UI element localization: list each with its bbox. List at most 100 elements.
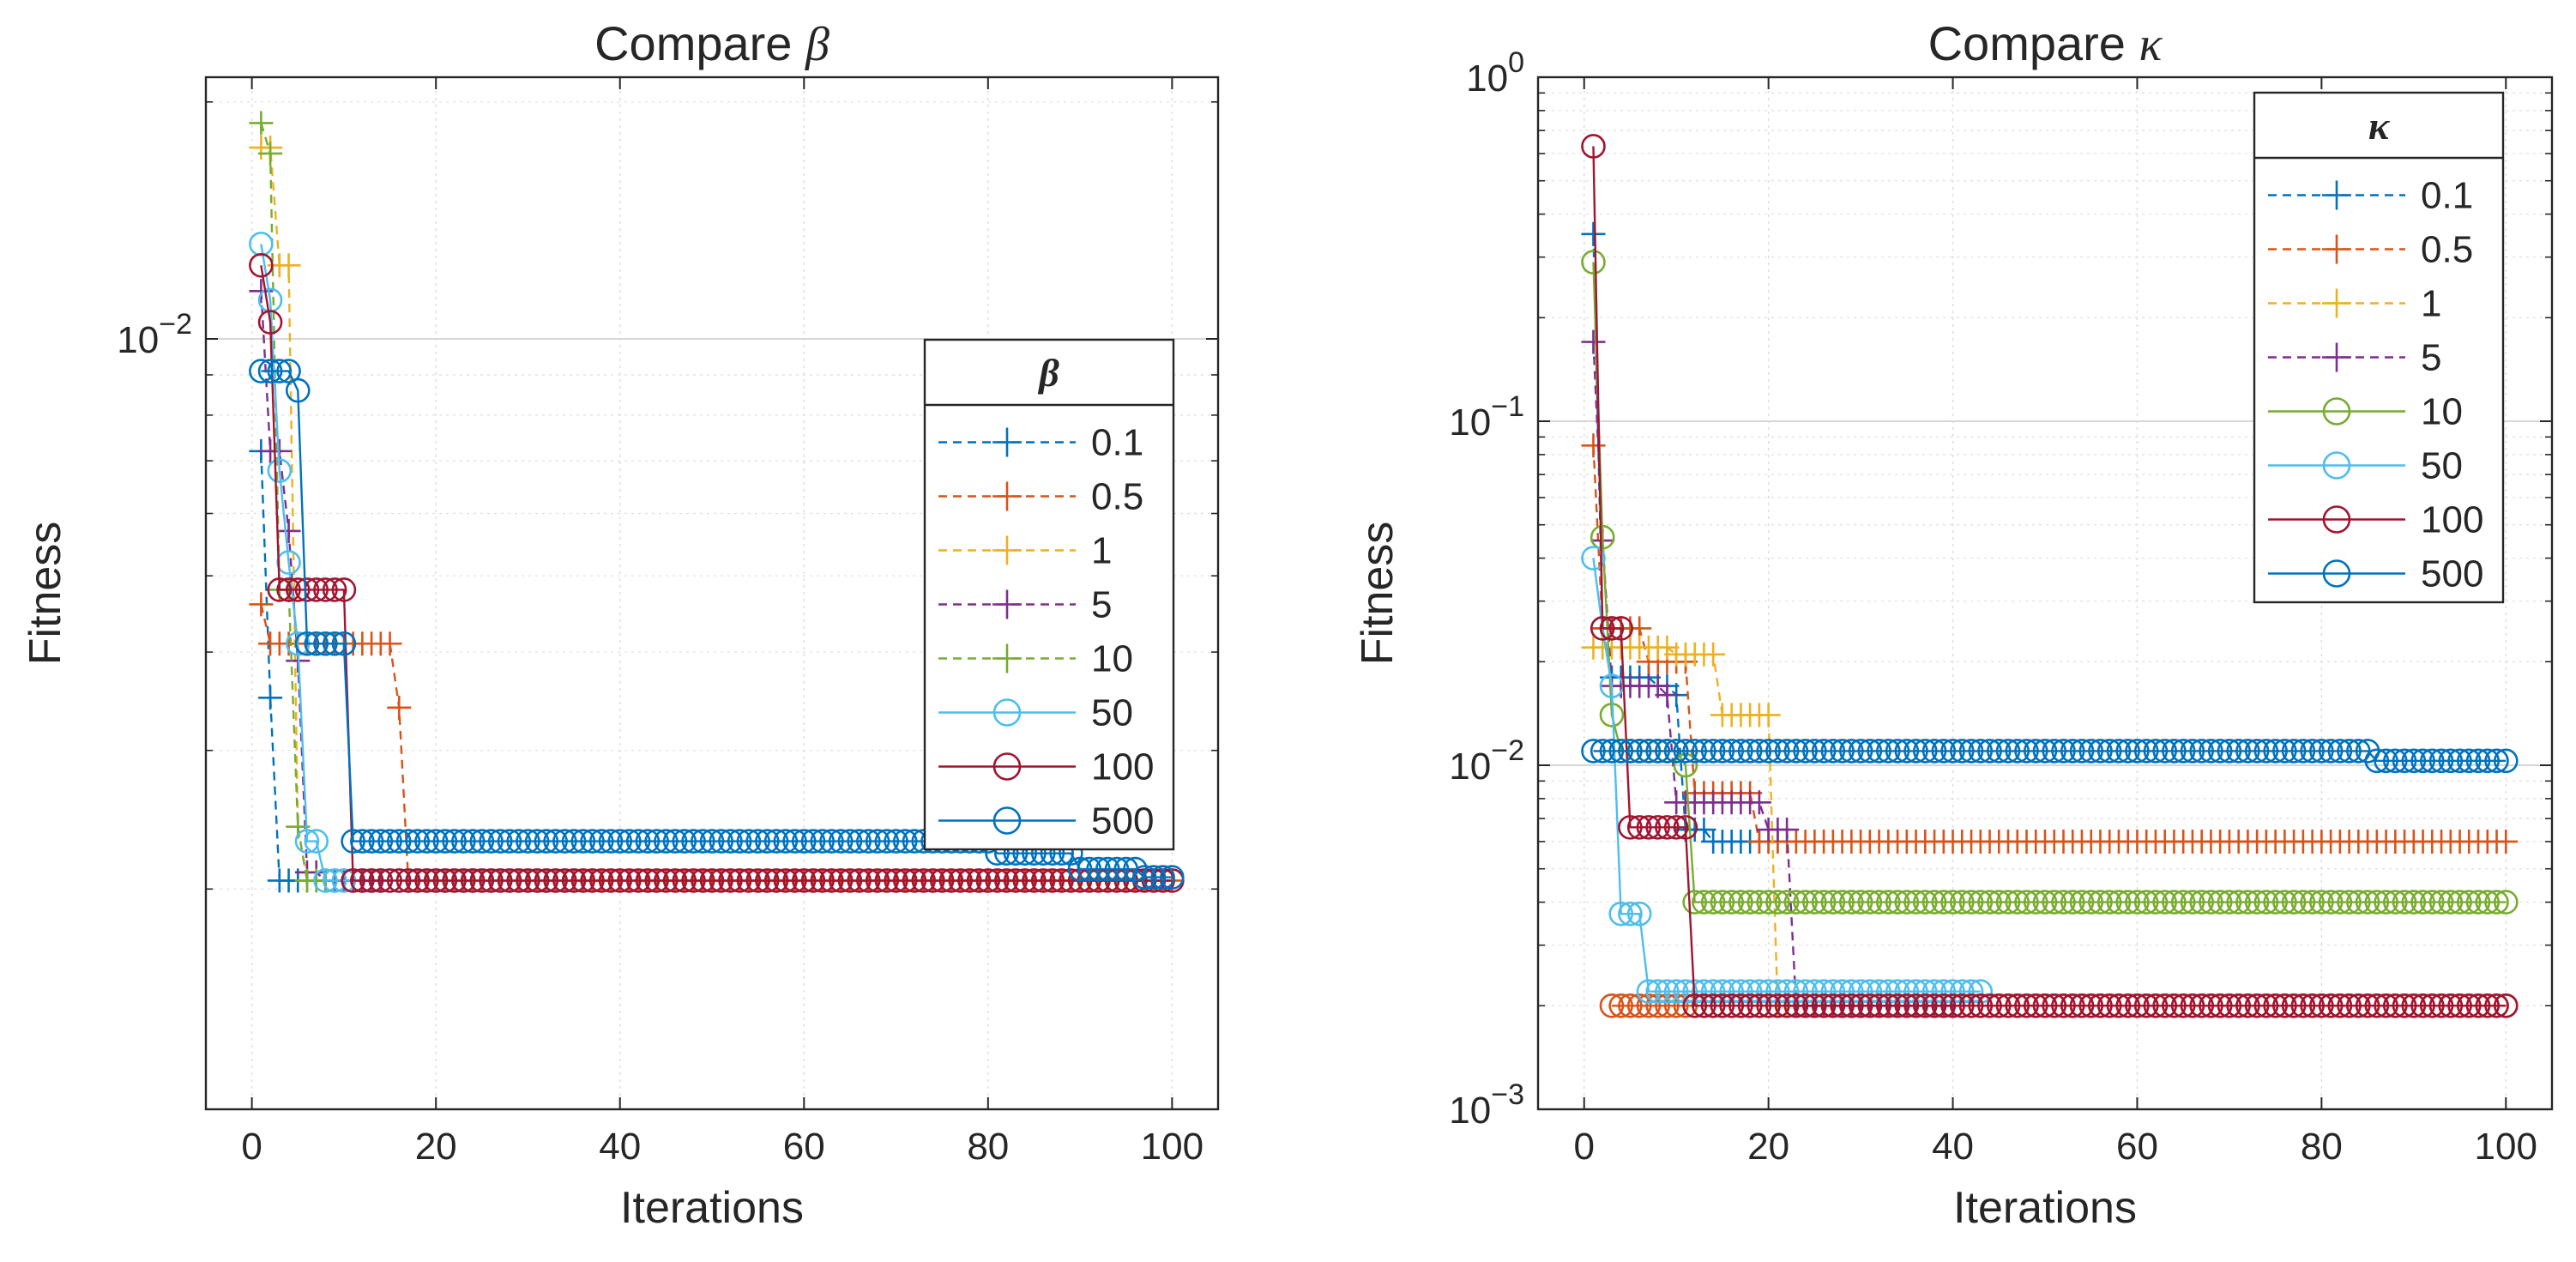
marker-plus (258, 141, 283, 166)
marker-circle (377, 829, 402, 854)
marker-circle (2152, 890, 2177, 915)
marker-circle (2207, 739, 2233, 764)
marker-circle (1940, 993, 1965, 1018)
marker-circle (1673, 752, 1698, 778)
marker-circle (2125, 739, 2150, 764)
marker-circle (2322, 505, 2351, 534)
marker-circle (2217, 993, 2242, 1018)
marker-circle (2060, 890, 2085, 915)
marker-circle (2281, 993, 2307, 1018)
marker-circle (1848, 890, 1873, 915)
marker-plus (992, 427, 1022, 457)
marker-circle (2133, 993, 2159, 1018)
marker-circle (1608, 739, 1634, 764)
marker-circle (2244, 890, 2270, 915)
marker-plus (276, 518, 301, 543)
marker-circle (2051, 993, 2076, 1018)
marker-circle (2162, 739, 2187, 764)
marker-circle (249, 252, 274, 278)
marker-circle (2189, 739, 2214, 764)
marker-circle (2032, 739, 2058, 764)
marker-circle (1626, 815, 1652, 840)
marker-circle (1746, 979, 1772, 1004)
marker-circle (2207, 890, 2233, 915)
marker-circle (1765, 979, 1790, 1004)
marker-circle (1663, 979, 1689, 1004)
marker-circle (874, 829, 900, 854)
marker-circle (2005, 890, 2030, 915)
marker-circle (469, 868, 495, 893)
x-tick-label: 80 (2301, 1126, 2343, 1168)
marker-circle (1867, 739, 1891, 764)
marker-circle (2475, 748, 2501, 774)
marker-circle (1949, 739, 1975, 764)
marker-circle (2374, 993, 2398, 1018)
legend-label: 50 (2421, 445, 2463, 487)
marker-circle (718, 829, 743, 854)
marker-circle (1599, 993, 1625, 1018)
marker-circle (1820, 979, 1846, 1004)
marker-circle (1986, 993, 2012, 1018)
marker-circle (2447, 748, 2472, 774)
marker-circle (884, 868, 908, 893)
marker-circle (1663, 993, 1689, 1018)
marker-circle (884, 829, 908, 854)
marker-circle (1700, 890, 1726, 915)
legend-label: 5 (2421, 337, 2441, 379)
marker-circle (800, 829, 826, 854)
legend-entry: 50 (2268, 445, 2463, 487)
marker-plus (377, 631, 402, 656)
marker-circle (662, 829, 688, 854)
marker-circle (1765, 993, 1790, 1018)
marker-circle (1949, 979, 1975, 1004)
marker-circle (414, 829, 439, 854)
marker-circle (588, 829, 614, 854)
marker-circle (1995, 890, 2021, 915)
marker-circle (2428, 993, 2454, 1018)
marker-circle (782, 829, 807, 854)
marker-circle (1765, 739, 1790, 764)
marker-circle (654, 829, 679, 854)
marker-circle (2115, 993, 2141, 1018)
marker-circle (1913, 993, 1938, 1018)
marker-circle (2226, 993, 2251, 1018)
marker-circle (2152, 739, 2177, 764)
marker-circle (1839, 979, 1864, 1004)
y-tick-label: 10−3 (1449, 1078, 1524, 1132)
legend-label: 500 (2421, 553, 2483, 595)
marker-circle (2189, 890, 2214, 915)
marker-circle (322, 577, 347, 602)
marker-circle (2263, 993, 2288, 1018)
marker-circle (1774, 890, 1800, 915)
marker-circle (1783, 979, 1809, 1004)
marker-circle (654, 868, 679, 893)
series-500 (249, 359, 1185, 890)
marker-circle (1793, 890, 1818, 915)
marker-circle (2272, 739, 2297, 764)
marker-circle (2420, 748, 2445, 774)
marker-circle (2318, 993, 2344, 1018)
marker-circle (2322, 451, 2351, 480)
marker-circle (2014, 890, 2039, 915)
marker-circle (2069, 993, 2095, 1018)
marker-circle (2042, 739, 2067, 764)
marker-circle (2014, 739, 2039, 764)
marker-circle (2309, 993, 2334, 1018)
marker-circle (1903, 890, 1928, 915)
marker-circle (451, 868, 476, 893)
marker-circle (1774, 993, 1800, 1018)
marker-circle (847, 868, 872, 893)
marker-circle (856, 829, 881, 854)
marker-circle (1581, 134, 1606, 159)
marker-circle (2383, 748, 2408, 774)
marker-circle (1968, 993, 1994, 1018)
marker-circle (2244, 739, 2270, 764)
marker-circle (2364, 993, 2390, 1018)
marker-circle (699, 829, 725, 854)
marker-circle (497, 829, 522, 854)
marker-circle (1802, 979, 1827, 1004)
marker-circle (1095, 856, 1120, 882)
marker-circle (2170, 890, 2196, 915)
y-axis-label: Fitness (1353, 522, 1403, 666)
marker-circle (2263, 890, 2288, 915)
